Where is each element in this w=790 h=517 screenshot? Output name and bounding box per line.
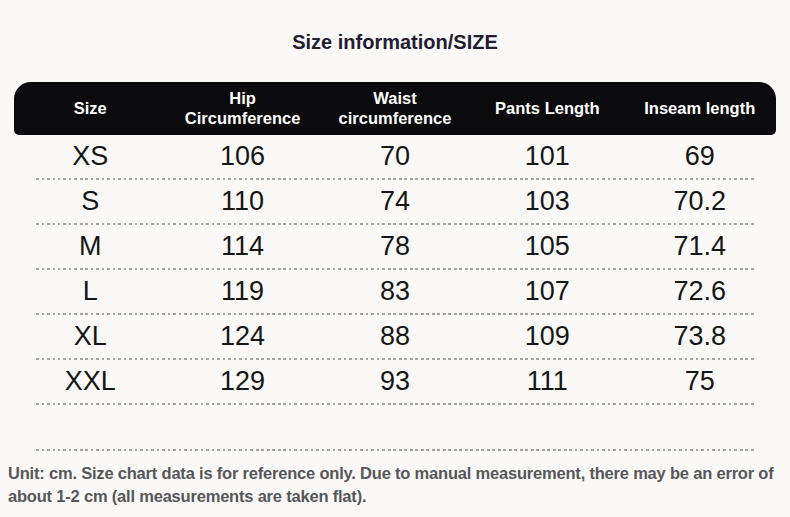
cell-hip: 114 xyxy=(166,231,318,262)
table-row-xl: XL 124 88 109 73.8 xyxy=(14,315,776,358)
cell-inseam: 73.8 xyxy=(624,321,776,352)
cell-hip: 110 xyxy=(166,186,318,217)
table-row-s: S 110 74 103 70.2 xyxy=(14,180,776,223)
cell-pants-length: 103 xyxy=(471,186,623,217)
cell-size: XL xyxy=(14,321,166,352)
table-row-xs: XS 106 70 101 69 xyxy=(14,135,776,178)
cell-hip: 106 xyxy=(166,141,318,172)
cell-hip: 124 xyxy=(166,321,318,352)
footer-divider xyxy=(36,449,754,451)
cell-pants-length: 105 xyxy=(471,231,623,262)
cell-size: M xyxy=(14,231,166,262)
cell-inseam: 70.2 xyxy=(624,186,776,217)
cell-pants-length: 111 xyxy=(471,366,623,397)
cell-waist: 88 xyxy=(319,321,471,352)
column-header-pants-length: Pants Length xyxy=(471,99,623,118)
cell-size: XS xyxy=(14,141,166,172)
cell-hip: 119 xyxy=(166,276,318,307)
cell-pants-length: 109 xyxy=(471,321,623,352)
page-title: Size information/SIZE xyxy=(0,0,790,55)
column-header-hip-circumference: Hip Circumference xyxy=(166,89,318,128)
table-header-row: Size Hip Circumference Waist circumferen… xyxy=(14,82,776,135)
cell-inseam: 71.4 xyxy=(624,231,776,262)
cell-size: XXL xyxy=(14,366,166,397)
table-row-xxl: XXL 129 93 111 75 xyxy=(14,360,776,403)
table-row-m: M 114 78 105 71.4 xyxy=(14,225,776,268)
cell-size: L xyxy=(14,276,166,307)
size-chart-page: Size information/SIZE Size Hip Circumfer… xyxy=(0,0,790,517)
cell-waist: 70 xyxy=(319,141,471,172)
cell-size: S xyxy=(14,186,166,217)
column-header-size: Size xyxy=(14,99,166,118)
cell-waist: 93 xyxy=(319,366,471,397)
column-header-waist-circumference: Waist circumference xyxy=(319,89,471,128)
cell-pants-length: 107 xyxy=(471,276,623,307)
cell-inseam: 72.6 xyxy=(624,276,776,307)
cell-inseam: 69 xyxy=(624,141,776,172)
empty-row-spacer xyxy=(14,405,776,449)
footer-note: Unit: cm. Size chart data is for referen… xyxy=(8,462,782,508)
column-header-inseam-length: Inseam length xyxy=(624,99,776,118)
cell-pants-length: 101 xyxy=(471,141,623,172)
table-row-l: L 119 83 107 72.6 xyxy=(14,270,776,313)
size-table: Size Hip Circumference Waist circumferen… xyxy=(14,82,776,451)
cell-waist: 83 xyxy=(319,276,471,307)
cell-waist: 78 xyxy=(319,231,471,262)
cell-hip: 129 xyxy=(166,366,318,397)
cell-inseam: 75 xyxy=(624,366,776,397)
cell-waist: 74 xyxy=(319,186,471,217)
